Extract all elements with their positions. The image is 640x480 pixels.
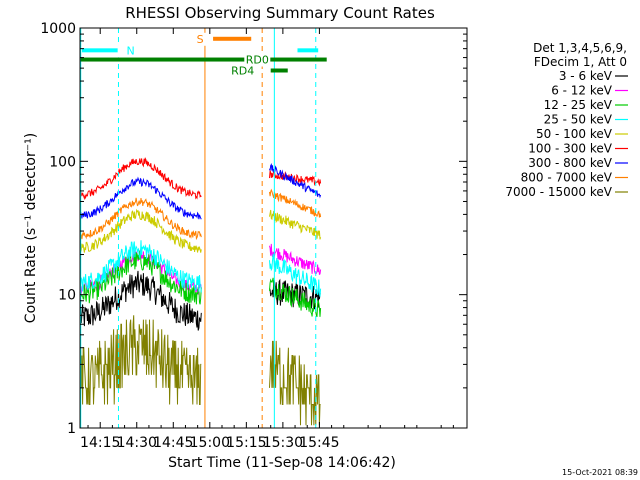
series-line-25-50-kev-part-1 [80, 240, 202, 293]
series-line-800-7000-kev-part-1 [80, 197, 202, 241]
series-line-25-50-kev-part-2 [269, 253, 322, 297]
x-tick-label-1430: 14:30 [117, 435, 157, 451]
series-line-3-6-kev-part-2 [269, 278, 321, 310]
series-line-300-800-kev-part-2 [269, 163, 322, 199]
segment-bar-rd4-1 [270, 68, 288, 73]
legend-label-3-6-kev: 3 - 6 keV [559, 69, 613, 83]
series-line-800-7000-kev-part-2 [269, 188, 322, 218]
segment-label-rd4: RD4 [231, 65, 254, 78]
legend-label-100-300-kev: 100 - 300 keV [528, 142, 612, 156]
y-tick-label-1000: 1000 [40, 21, 76, 37]
series-line-50-100-kev-part-1 [80, 208, 202, 253]
x-tick-label-1545: 15:45 [299, 435, 339, 451]
x-tick-label-1500: 15:00 [190, 435, 230, 451]
segment-label-bg-rd0 [244, 53, 271, 67]
segment-bar-n-2 [297, 48, 319, 53]
legend-label-50-100-kev: 50 - 100 keV [536, 127, 613, 141]
legend-label-7000-15000-kev: 7000 - 15000 keV [505, 185, 612, 199]
series-lines [80, 156, 322, 426]
segment-label-n: N [127, 44, 135, 57]
legend-label-12-25-kev: 12 - 25 keV [544, 98, 613, 112]
x-tick-label-1415: 14:15 [80, 435, 120, 451]
series-line-7000-15000-kev-part-1 [80, 315, 202, 405]
legend-label-6-12-kev: 6 - 12 keV [551, 84, 613, 98]
y-tick-label-1: 1 [67, 421, 76, 437]
legend-label-25-50-kev: 25 - 50 keV [544, 113, 613, 127]
x-tick-label-1515: 15:15 [226, 435, 266, 451]
series-line-100-300-kev-part-1 [80, 156, 202, 201]
plot-frame [79, 27, 468, 429]
series-line-6-12-kev-part-2 [269, 243, 322, 276]
segment-label-bg-n [117, 44, 144, 58]
segment-bar-n-1 [81, 48, 130, 53]
segment-label-bg-rd4 [229, 64, 256, 78]
y-tick-label-10: 10 [58, 288, 76, 304]
series-line-12-25-kev-part-1 [80, 250, 202, 305]
x-axis-label: Start Time (11-Sep-08 14:06:42) [168, 455, 396, 471]
x-tick-label-1530: 15:30 [263, 435, 303, 451]
legend-label-300-800-kev: 300 - 800 keV [528, 156, 612, 170]
segment-label-rd0: RD0 [246, 54, 269, 67]
x-tick-label-1445: 14:45 [153, 435, 193, 451]
series-line-300-800-kev-part-1 [80, 176, 202, 220]
legend-label-800-7000-kev: 800 - 7000 keV [521, 171, 613, 185]
series-line-50-100-kev-part-2 [269, 209, 322, 240]
segment-label-bg-s [187, 32, 214, 46]
segment-label-s: S [197, 33, 204, 46]
segment-bar-s-1 [204, 36, 252, 41]
series-line-3-6-kev-part-1 [80, 270, 202, 331]
series-line-12-25-kev-part-2 [269, 277, 322, 318]
y-axis-label: Count Rate (s⁻¹ detector⁻¹) [23, 133, 39, 323]
footer-timestamp: 15-Oct-2021 08:39 [562, 468, 638, 477]
segment-boundaries [80, 28, 317, 428]
y-tick-label-100: 100 [49, 154, 76, 170]
chart-title: RHESSI Observing Summary Count Rates [125, 4, 435, 22]
legend: Det 1,3,4,5,6,9, FDecim 1, Att 0 3 - 6 k… [505, 41, 628, 199]
legend-header-line-1: Det 1,3,4,5,6,9, [533, 41, 627, 55]
segment-bar-rd0-1 [80, 57, 327, 62]
series-line-7000-15000-kev-part-2 [269, 340, 321, 426]
legend-header-line-2: FDecim 1, Att 0 [534, 55, 627, 69]
